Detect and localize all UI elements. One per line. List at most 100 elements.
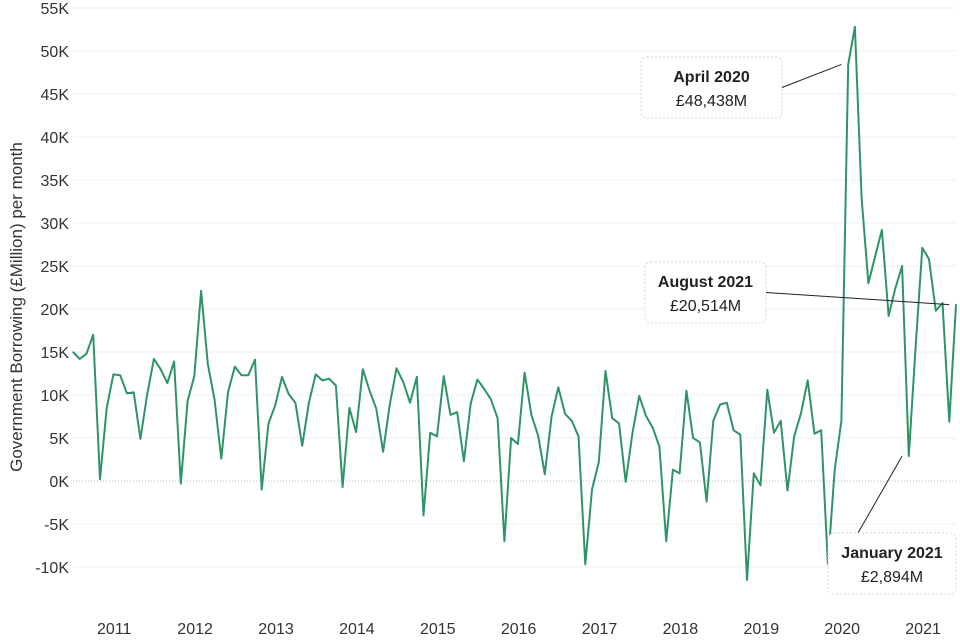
series <box>72 25 957 581</box>
y-tick-label: -5K <box>44 517 69 534</box>
data-point <box>227 391 229 394</box>
y-tick-label: 40K <box>41 130 70 147</box>
y-tick-label: 0K <box>49 474 69 491</box>
annotation-box <box>644 261 767 324</box>
data-point <box>712 420 715 422</box>
data-point <box>611 417 613 420</box>
data-point <box>914 346 917 348</box>
data-point <box>598 461 600 463</box>
x-tick-label: 2011 <box>97 621 132 638</box>
data-point <box>517 443 519 445</box>
data-point <box>166 382 169 384</box>
data-point <box>321 379 324 382</box>
data-point <box>881 229 883 231</box>
data-point <box>591 488 593 491</box>
x-tick-label: 2019 <box>744 621 780 638</box>
data-point <box>847 63 849 66</box>
data-point <box>436 435 438 438</box>
annotation: August 2021 £20,514M <box>644 261 950 324</box>
data-point <box>456 411 459 414</box>
data-point <box>294 401 297 404</box>
data-point <box>496 417 499 420</box>
data-point <box>260 488 263 491</box>
data-point <box>78 358 81 360</box>
y-tick-label: 35K <box>41 173 70 190</box>
data-point <box>840 420 843 422</box>
data-point <box>874 255 876 258</box>
x-axis-ticks: 2011 2012 2013 2014 2015 2016 2017 2018 2019 2020… <box>97 621 941 638</box>
data-point <box>159 368 162 371</box>
annotation-box <box>827 532 957 595</box>
data-point <box>85 352 88 355</box>
data-point <box>99 478 101 481</box>
series-line <box>72 25 957 581</box>
data-point <box>773 432 775 434</box>
data-point <box>658 445 661 448</box>
annotation-leader-line <box>765 292 950 306</box>
x-tick-label: 2014 <box>339 621 375 638</box>
data-point <box>234 365 236 368</box>
data-point <box>564 413 566 415</box>
annotation: January 2021 £2,894M <box>827 455 957 595</box>
data-point <box>119 374 121 377</box>
data-point <box>867 282 870 285</box>
data-point <box>409 401 411 404</box>
y-tick-label: 45K <box>41 87 70 104</box>
data-point <box>571 420 573 422</box>
data-point <box>220 457 223 460</box>
data-point <box>153 358 155 360</box>
data-point <box>887 315 890 317</box>
data-point <box>503 540 506 542</box>
data-point <box>402 381 405 383</box>
x-tick-label: 2013 <box>258 621 294 638</box>
data-point <box>685 389 688 392</box>
data-point <box>126 392 128 395</box>
data-point <box>753 472 755 475</box>
y-tick-label: 50K <box>41 44 70 61</box>
data-point <box>247 374 250 377</box>
data-point <box>766 389 769 391</box>
data-point <box>692 437 694 439</box>
y-axis-ticks: -10K -5K 0K 5K 10K 15K 20K 25K 30K 35K 40K 45K 50K 55… <box>35 1 69 577</box>
data-point <box>314 373 317 376</box>
data-point <box>274 404 277 407</box>
data-point <box>699 441 701 444</box>
x-tick-label: 2015 <box>420 621 456 638</box>
gridlines <box>73 7 956 568</box>
data-point <box>335 384 337 387</box>
data-point <box>193 375 196 377</box>
data-point <box>550 415 553 418</box>
data-point <box>483 388 486 390</box>
y-tick-label: 25K <box>41 259 70 276</box>
data-point <box>416 376 418 378</box>
data-point <box>301 444 304 447</box>
data-point <box>348 407 351 409</box>
data-point <box>476 378 479 381</box>
data-point <box>523 371 526 374</box>
data-point <box>207 363 209 365</box>
data-point <box>746 579 748 581</box>
annotation-title: August 2021 <box>658 274 753 291</box>
data-point <box>618 422 620 425</box>
x-tick-label: 2018 <box>663 621 699 638</box>
data-point <box>793 435 795 438</box>
data-point <box>860 197 863 199</box>
data-point <box>368 389 371 392</box>
data-point <box>726 401 728 404</box>
data-point <box>395 367 398 370</box>
data-point <box>705 500 708 503</box>
y-tick-label: 15K <box>41 345 70 362</box>
data-point <box>759 484 762 487</box>
data-point <box>200 290 202 292</box>
data-point <box>833 469 836 471</box>
data-point <box>820 429 822 432</box>
annotation-title: January 2021 <box>841 545 943 562</box>
data-point <box>908 455 910 457</box>
data-point <box>213 398 216 401</box>
data-point <box>469 402 472 405</box>
data-point <box>308 401 310 404</box>
data-point <box>665 540 667 542</box>
data-point <box>894 287 897 290</box>
x-tick-label: 2012 <box>177 621 213 638</box>
data-point <box>375 408 378 410</box>
